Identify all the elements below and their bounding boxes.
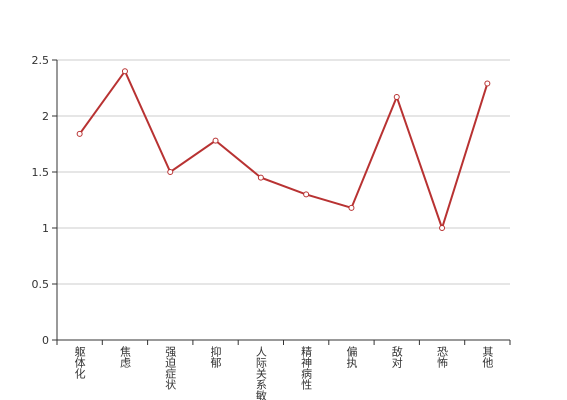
x-tick-label: 躯体化 — [73, 346, 86, 380]
x-tick-label: 强迫症状 — [164, 346, 177, 390]
x-tick-label: 敌对 — [390, 345, 403, 368]
point — [212, 137, 219, 144]
y-tick-label: 1 — [42, 222, 49, 235]
point — [484, 80, 491, 87]
y-tick-label: 0 — [42, 334, 49, 347]
point — [76, 130, 83, 137]
x-tick-label: 抑郁 — [209, 345, 222, 368]
point — [393, 93, 400, 100]
x-tick-label: 人际关系敏感 — [254, 346, 267, 400]
x-tick-label: 焦虑 — [118, 346, 131, 368]
y-tick-label: 1.5 — [32, 166, 50, 179]
y-tick-label: 2.5 — [32, 54, 50, 67]
x-tick-label: 精神病性 — [300, 346, 313, 391]
point — [303, 191, 310, 198]
x-tick-label: 恐怖 — [436, 346, 449, 368]
y-tick-label: 0.5 — [32, 278, 50, 291]
x-tick-label: 其他 — [481, 346, 494, 368]
point — [348, 204, 355, 211]
x-tick-label: 偏执 — [345, 345, 358, 369]
y-tick-label: 2 — [42, 110, 49, 123]
line — [78, 69, 489, 232]
point — [257, 174, 264, 181]
point — [121, 68, 128, 75]
point — [439, 225, 446, 231]
point — [167, 169, 174, 175]
